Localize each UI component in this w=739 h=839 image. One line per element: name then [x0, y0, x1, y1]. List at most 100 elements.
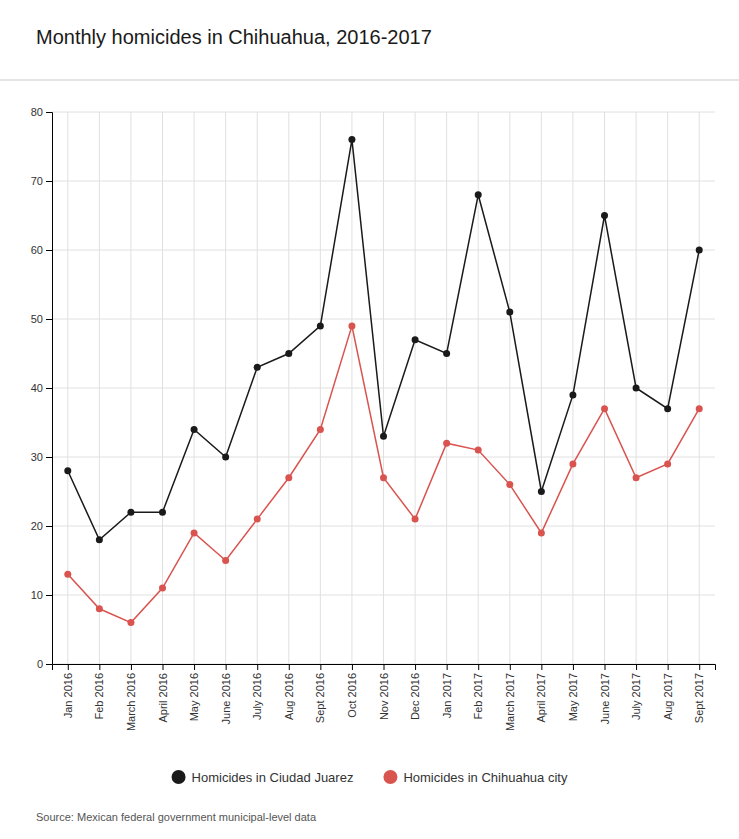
- tick: Sept 2017: [693, 664, 705, 723]
- grid-line: [446, 112, 447, 664]
- chart: Monthly homicides in Chihuahua, 2016-201…: [0, 0, 739, 839]
- point: [380, 433, 387, 440]
- grid-line: [225, 112, 226, 664]
- tick-label: Aug 2016: [283, 673, 295, 720]
- grid-line: [699, 112, 700, 664]
- legend: Homicides in Ciudad Juarez Homicides in C…: [172, 770, 568, 785]
- tick-mark: [668, 664, 669, 670]
- marks: [64, 136, 702, 626]
- point: [348, 322, 355, 329]
- tick-mark: [226, 664, 227, 670]
- point: [538, 529, 545, 536]
- tick-mark: [163, 664, 164, 670]
- point: [96, 605, 103, 612]
- tick-mark: [605, 664, 606, 670]
- tick: Aug 2016: [283, 664, 295, 720]
- tick: March 2017: [504, 664, 516, 731]
- point: [538, 488, 545, 495]
- point: [412, 336, 419, 343]
- tick-mark: [447, 664, 448, 670]
- point: [475, 447, 482, 454]
- point: [285, 474, 292, 481]
- tick: Sept 2016: [314, 664, 326, 723]
- point: [127, 509, 134, 516]
- tick-mark: [68, 664, 69, 670]
- point: [443, 350, 450, 357]
- tick-mark: [131, 664, 132, 670]
- point: [475, 191, 482, 198]
- tick-label: March 2016: [125, 673, 137, 731]
- point: [285, 350, 292, 357]
- tick-label: Jan 2016: [62, 673, 74, 718]
- point: [633, 385, 640, 392]
- tick-label: 50: [31, 313, 43, 325]
- tick: 40: [31, 382, 52, 394]
- grid-line: [383, 112, 384, 664]
- grid-line: [572, 112, 573, 664]
- tick-label: March 2017: [504, 673, 516, 731]
- point: [601, 405, 608, 412]
- tick-label: May 2017: [567, 673, 579, 721]
- tick: Aug 2017: [662, 664, 674, 720]
- grid-line: [130, 112, 131, 664]
- line: [68, 140, 699, 540]
- tick-label: June 2017: [599, 673, 611, 724]
- grid-line: [194, 112, 195, 664]
- tick-label: Nov 2016: [378, 673, 390, 720]
- tick-label: 80: [31, 106, 43, 118]
- grid-line: [667, 112, 668, 664]
- tick: April 2016: [157, 664, 169, 723]
- axis-line: [53, 665, 716, 671]
- tick-label: 0: [37, 658, 43, 670]
- tick: 80: [31, 106, 52, 118]
- tick-mark: [510, 664, 511, 670]
- point: [254, 364, 261, 371]
- point: [569, 460, 576, 467]
- tick-label: 40: [31, 382, 43, 394]
- tick: June 2017: [599, 664, 611, 724]
- point: [664, 405, 671, 412]
- tick-mark: [289, 664, 290, 670]
- legend-item: Homicides in Chihuahua city: [383, 770, 568, 785]
- tick-label: Sept 2017: [693, 673, 705, 723]
- tick-label: April 2017: [535, 673, 547, 723]
- tick: 60: [31, 244, 52, 256]
- grid-line: [604, 112, 605, 664]
- tick-mark: [194, 664, 195, 670]
- separator: [0, 79, 739, 81]
- tick: July 2017: [630, 664, 642, 720]
- legend-label: Homicides in Ciudad Juarez: [192, 770, 354, 785]
- tick: Nov 2016: [378, 664, 390, 720]
- tick-mark: [46, 250, 52, 251]
- grid-line: [99, 112, 100, 664]
- tick: Feb 2017: [472, 664, 484, 719]
- tick: 20: [31, 520, 52, 532]
- point: [127, 619, 134, 626]
- point: [191, 426, 198, 433]
- grid-line: [67, 112, 68, 664]
- tick-label: 60: [31, 244, 43, 256]
- tick: June 2016: [220, 664, 232, 724]
- tick: 50: [31, 313, 52, 325]
- tick-mark: [99, 664, 100, 670]
- point: [696, 247, 703, 254]
- point: [664, 460, 671, 467]
- tick: Feb 2016: [93, 664, 105, 719]
- tick: May 2016: [188, 664, 200, 721]
- point: [443, 440, 450, 447]
- point: [412, 516, 419, 523]
- tick: March 2016: [125, 664, 137, 731]
- point: [191, 529, 198, 536]
- tick-mark: [46, 181, 52, 182]
- tick-label: Dec 2016: [409, 673, 421, 720]
- tick-mark: [573, 664, 574, 670]
- tick: 10: [31, 589, 52, 601]
- tick-label: July 2017: [630, 673, 642, 720]
- x-axis: Jan 2016 Feb 2016 March 2016 April 2016 May …: [53, 664, 716, 731]
- point: [254, 516, 261, 523]
- tick-label: May 2016: [188, 673, 200, 721]
- title: Monthly homicides in Chihuahua, 2016-201…: [36, 26, 432, 48]
- tick-mark: [46, 388, 52, 389]
- tick-mark: [699, 664, 700, 670]
- tick: July 2016: [251, 664, 263, 720]
